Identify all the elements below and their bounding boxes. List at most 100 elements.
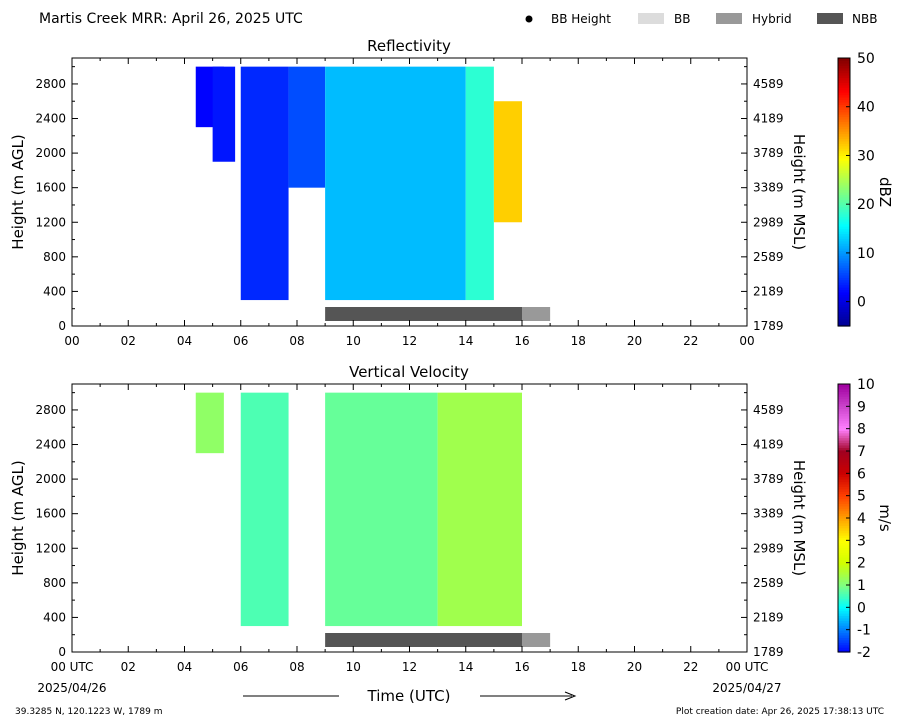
rain-period-1 — [212, 66, 236, 162]
y-tick-label-right-7: 4589 — [753, 403, 784, 417]
colorbar-segment-29 — [838, 252, 850, 256]
colorbar-segment-63 — [838, 496, 850, 500]
colorbar-segment-2 — [838, 318, 850, 322]
colorbar-segment-73 — [838, 471, 850, 475]
time-arrow-head-icon — [564, 691, 577, 701]
colorbar-segment-42 — [838, 547, 850, 551]
x-tick-label-5: 10 — [346, 334, 361, 348]
colorbar-tick-label-1: -1 — [857, 623, 871, 639]
colorbar-segment-69 — [838, 481, 850, 485]
colorbar-segment-11 — [838, 622, 850, 626]
colorbar-segment-107 — [838, 388, 850, 392]
colorbar-segment-74 — [838, 143, 850, 147]
bb-bar-nbb-0 — [325, 307, 522, 321]
colorbar-segment-28 — [838, 255, 850, 259]
colorbar-segment-46 — [838, 211, 850, 215]
colorbar-segment-103 — [838, 72, 850, 76]
colorbar-segment-58 — [838, 182, 850, 186]
colorbar-segment-32 — [838, 571, 850, 575]
colorbar-segment-76 — [838, 138, 850, 142]
x-tick-label-1: 02 — [121, 334, 136, 348]
y-tick-label-2: 800 — [43, 250, 66, 264]
colorbar-segment-79 — [838, 131, 850, 135]
y-tick-label-6: 2400 — [35, 438, 66, 452]
y-tick-label-3: 1200 — [35, 215, 66, 229]
colorbar-segment-73 — [838, 145, 850, 149]
colorbar-segment-53 — [838, 194, 850, 198]
colorbar-tick-label-11: 9 — [857, 399, 866, 415]
x-tick-label-8: 16 — [514, 334, 529, 348]
colorbar-segment-37 — [838, 233, 850, 237]
colorbar-segment-91 — [838, 427, 850, 431]
x-tick-label-9: 18 — [571, 334, 586, 348]
colorbar-segment-54 — [838, 518, 850, 522]
velocity-title: Vertical Velocity — [349, 363, 469, 381]
colorbar-segment-4 — [838, 313, 850, 317]
y-tick-label-right-3: 2989 — [753, 541, 784, 555]
reflectivity-data — [195, 66, 551, 321]
colorbar-segment-99 — [838, 408, 850, 412]
colorbar-segment-48 — [838, 532, 850, 536]
colorbar-segment-99 — [838, 82, 850, 86]
colorbar-segment-75 — [838, 140, 850, 144]
colorbar-segment-49 — [838, 204, 850, 208]
colorbar-segment-3 — [838, 316, 850, 320]
colorbar-segment-105 — [838, 393, 850, 397]
colorbar-segment-11 — [838, 296, 850, 300]
colorbar-segment-50 — [838, 527, 850, 531]
colorbar-tick-label-4: 2 — [857, 556, 866, 572]
colorbar-segment-93 — [838, 96, 850, 101]
colorbar-segment-23 — [838, 593, 850, 597]
colorbar-segment-16 — [838, 284, 850, 288]
colorbar-segment-31 — [838, 248, 850, 252]
reflectivity-colorbar-label: dBZ — [876, 177, 894, 207]
x-tick-label-7: 14 — [458, 660, 473, 674]
colorbar-segment-60 — [838, 503, 850, 507]
colorbar-segment-13 — [838, 617, 850, 621]
colorbar-segment-108 — [838, 60, 850, 64]
y-tick-label-4: 1600 — [35, 181, 66, 195]
colorbar-segment-22 — [838, 595, 850, 599]
colorbar-segment-70 — [838, 479, 850, 483]
colorbar-segment-27 — [838, 583, 850, 587]
y-tick-label-right-2: 2589 — [753, 576, 784, 590]
colorbar-tick-label-1: 10 — [857, 246, 875, 262]
y-tick-label-right-4: 3389 — [753, 181, 784, 195]
colorbar-segment-102 — [838, 75, 850, 79]
colorbar-segment-15 — [838, 613, 850, 617]
colorbar-segment-7 — [838, 306, 850, 310]
colorbar-segment-97 — [838, 413, 850, 417]
legend-swatch-bb — [638, 13, 664, 24]
colorbar-segment-65 — [838, 165, 850, 169]
x-tick-label-0: 00 — [64, 334, 79, 348]
colorbar-segment-66 — [838, 162, 850, 166]
colorbar-segment-6 — [838, 308, 850, 312]
colorbar-segment-41 — [838, 223, 850, 227]
colorbar-segment-0 — [838, 323, 850, 327]
bb-bar-hybrid-1 — [522, 633, 551, 647]
colorbar-segment-90 — [838, 430, 850, 434]
colorbar-segment-92 — [838, 425, 850, 429]
colorbar-segment-88 — [838, 109, 850, 113]
colorbar-segment-0 — [838, 649, 850, 653]
colorbar-segment-69 — [838, 155, 850, 159]
colorbar-segment-96 — [838, 89, 850, 93]
colorbar-segment-82 — [838, 449, 850, 453]
y-tick-label-1: 400 — [43, 284, 66, 298]
colorbar-segment-59 — [838, 505, 850, 509]
y-tick-label-right-3: 2989 — [753, 215, 784, 229]
colorbar-segment-3 — [838, 642, 850, 646]
colorbar-segment-14 — [838, 615, 850, 619]
plot-creation-date: Plot creation date: Apr 26, 2025 17:38:1… — [676, 707, 884, 717]
velocity-axes: 00 UTC 02 04 06 08 10 12 14 16 18 20 22 00 UTC040080… — [35, 384, 784, 674]
colorbar-segment-87 — [838, 437, 850, 441]
colorbar-tick-label-5: 3 — [857, 533, 866, 549]
colorbar-segment-85 — [838, 442, 850, 446]
colorbar-segment-54 — [838, 192, 850, 196]
y-tick-label-right-5: 3789 — [753, 472, 784, 486]
colorbar-segment-74 — [838, 469, 850, 473]
y-tick-label-4: 1600 — [35, 507, 66, 521]
y-tick-label-right-6: 4189 — [753, 112, 784, 126]
colorbar-segment-86 — [838, 114, 850, 118]
colorbar-segment-94 — [838, 420, 850, 424]
